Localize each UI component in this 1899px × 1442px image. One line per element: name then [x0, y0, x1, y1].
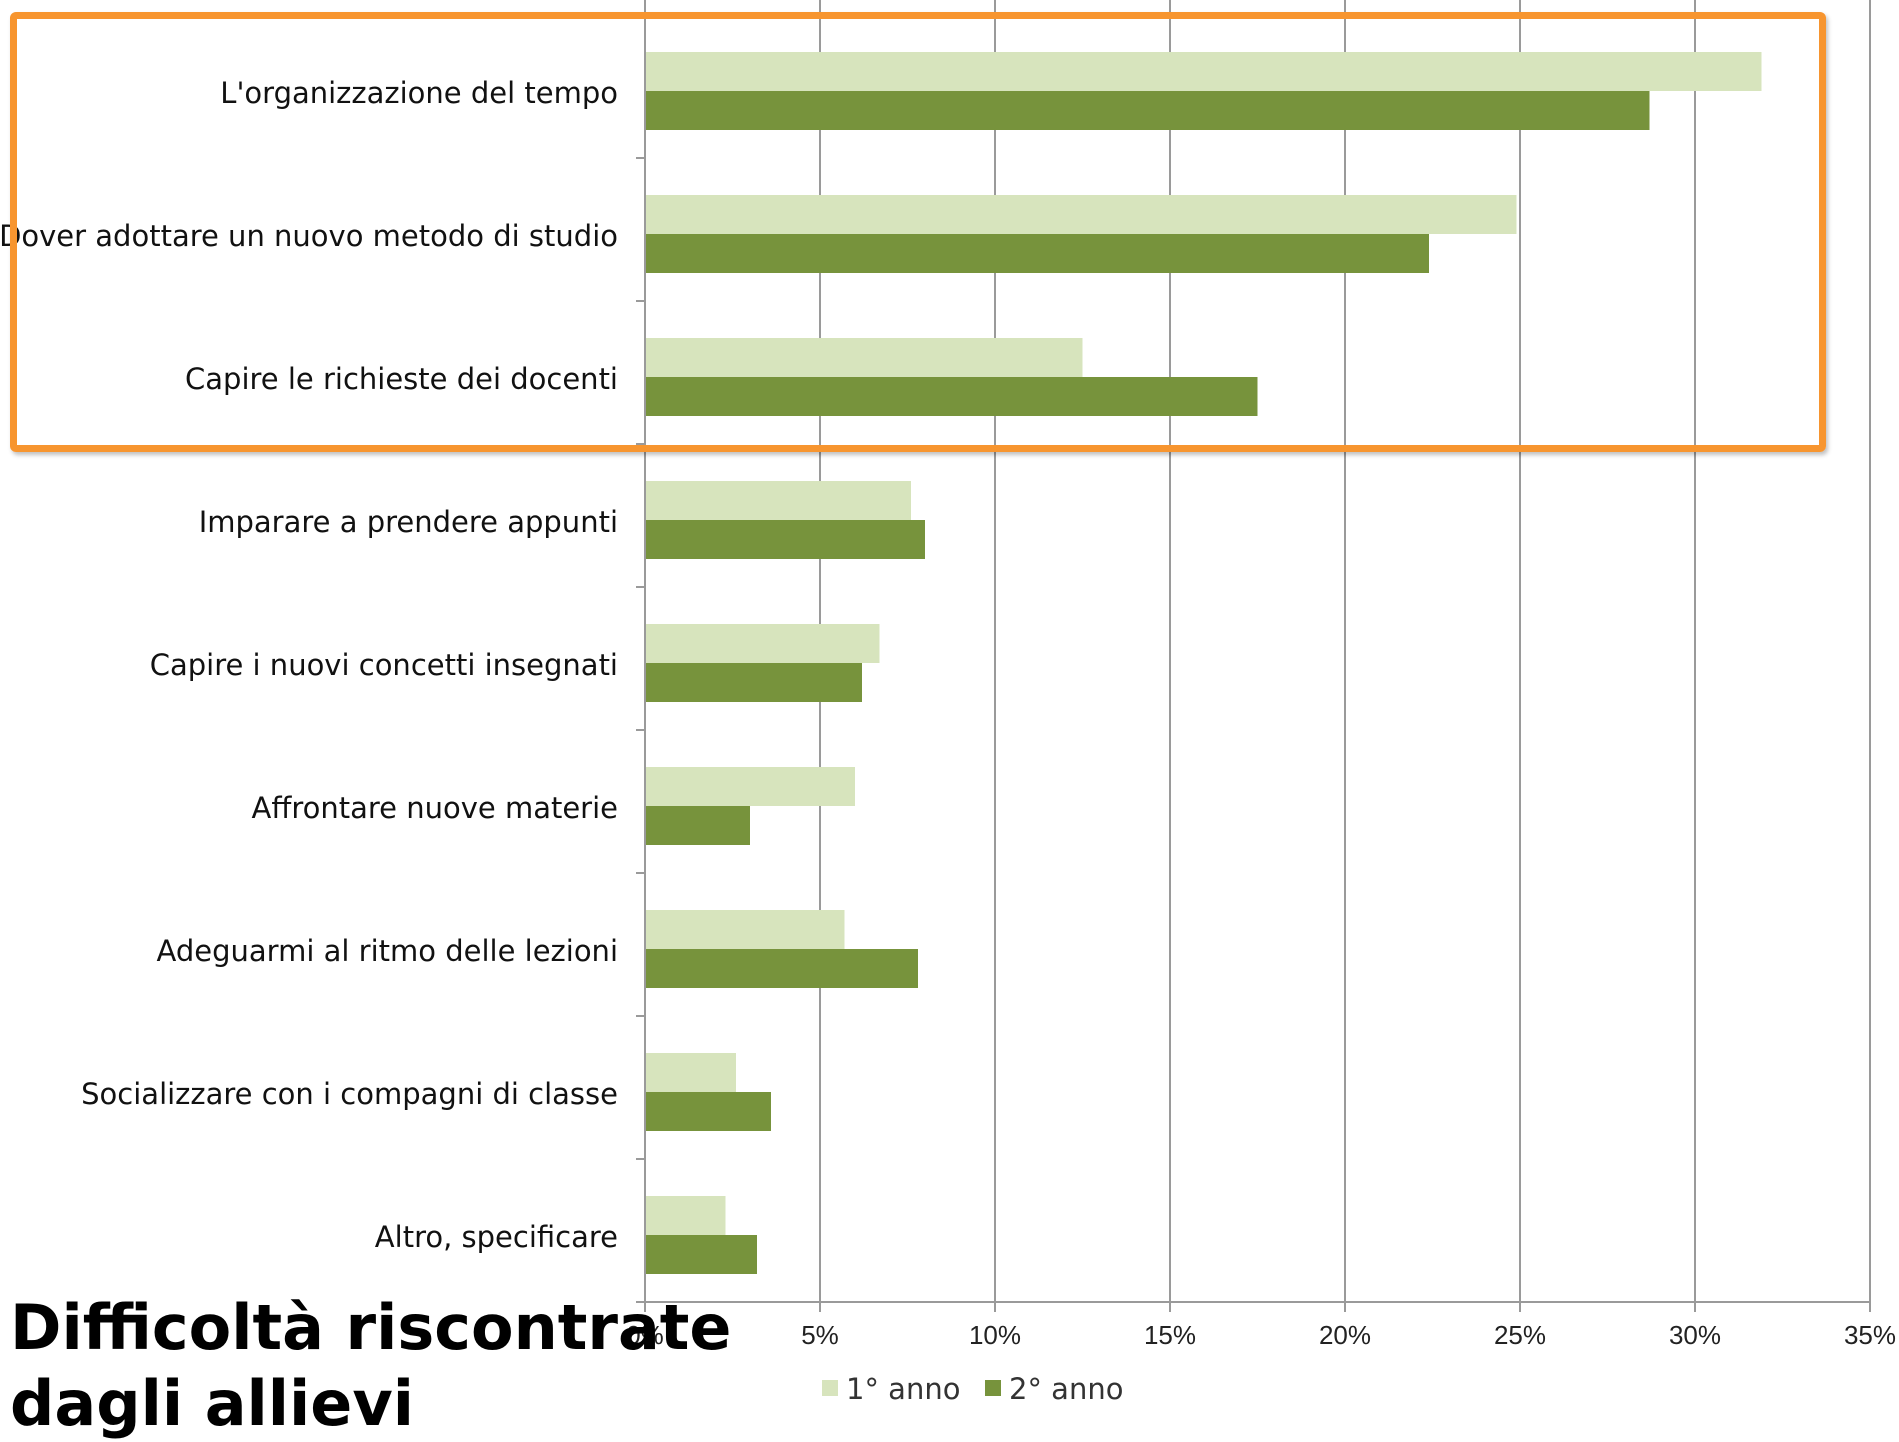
category-label: Socializzare con i compagni di classe [81, 1077, 618, 1111]
x-tick-label: 25% [1494, 1320, 1546, 1350]
bar-anno2-4 [645, 520, 925, 559]
page-title: Difficoltà riscontrate dagli allievi [10, 1291, 732, 1440]
bar-anno1-9 [645, 1196, 726, 1235]
category-label: Capire le richieste dei docenti [185, 362, 618, 396]
category-labels: L'organizzazione del tempo Dover adottare… [0, 76, 618, 1254]
legend-label-anno2: 2° anno [1009, 1372, 1123, 1406]
x-tick-label: 0% [626, 1320, 664, 1350]
x-tick-label: 10% [969, 1320, 1021, 1350]
legend-swatch-anno2 [985, 1380, 1001, 1396]
legend-label-anno1: 1° anno [846, 1372, 960, 1406]
category-label: Adeguarmi al ritmo delle lezioni [157, 934, 618, 968]
bar-anno2-5 [645, 663, 862, 702]
bar-anno2-3 [645, 377, 1258, 416]
category-label: L'organizzazione del tempo [220, 76, 618, 110]
x-tick-label: 35% [1844, 1320, 1896, 1350]
bar-anno1-8 [645, 1053, 736, 1092]
category-label: Imparare a prendere appunti [199, 505, 618, 539]
bar-anno1-3 [645, 338, 1083, 377]
x-tick-labels: 0% 5% 10% 15% 20% 25% 30% 35% [626, 1320, 1896, 1350]
bar-anno1-6 [645, 767, 855, 806]
bar-anno2-8 [645, 1092, 771, 1131]
x-tick-label: 30% [1669, 1320, 1721, 1350]
x-tick-label: 15% [1144, 1320, 1196, 1350]
bar-anno2-7 [645, 949, 918, 988]
category-label: Capire i nuovi concetti insegnati [150, 648, 618, 682]
bar-anno2-2 [645, 234, 1429, 273]
bar-anno1-4 [645, 481, 911, 520]
bar-anno1-5 [645, 624, 880, 663]
axes [636, 0, 1871, 1312]
category-label: Affrontare nuove materie [252, 791, 619, 825]
category-label: Dover adottare un nuovo metodo di studio [0, 219, 618, 253]
x-tick-label: 20% [1319, 1320, 1371, 1350]
bar-anno2-1 [645, 91, 1650, 130]
bar-anno1-1 [645, 52, 1762, 91]
legend-swatch-anno1 [822, 1380, 838, 1396]
x-tick-label: 5% [801, 1320, 839, 1350]
bars [645, 52, 1762, 1274]
bar-anno1-7 [645, 910, 845, 949]
bar-anno2-6 [645, 806, 750, 845]
legend: 1° anno 2° anno [822, 1372, 1123, 1406]
bar-anno2-9 [645, 1235, 757, 1274]
bar-anno1-2 [645, 195, 1517, 234]
category-label: Altro, specificare [375, 1220, 618, 1254]
